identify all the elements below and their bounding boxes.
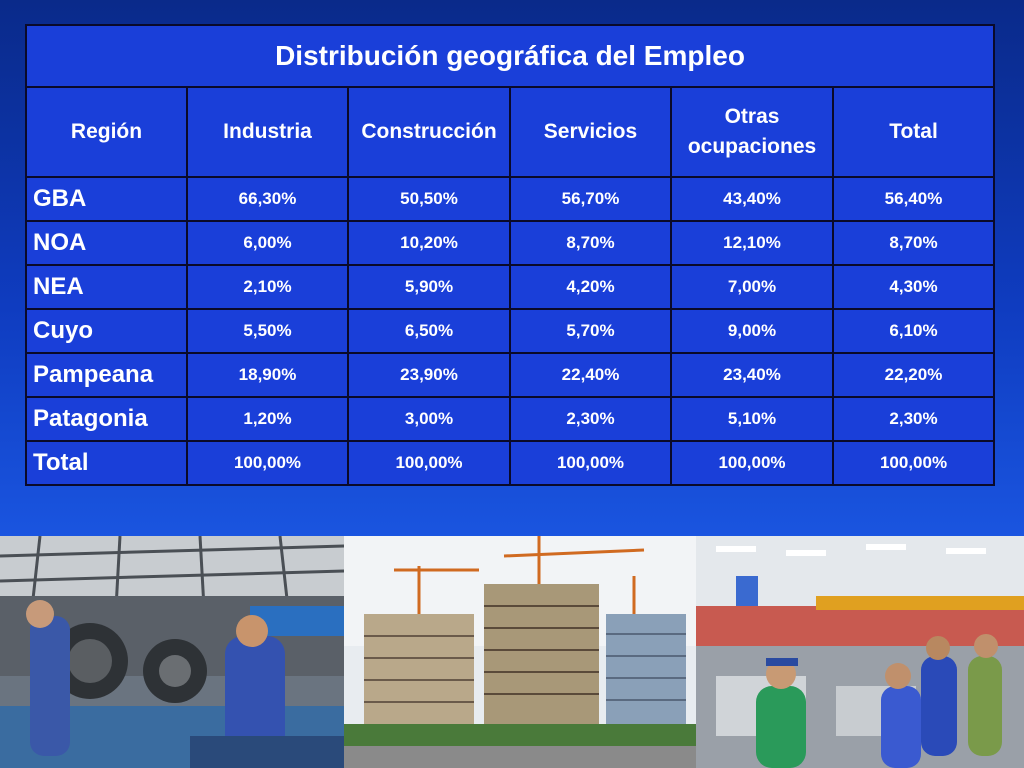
header-servicios: Servicios [509,86,672,178]
value-cell: 4,20% [509,264,672,310]
value-cell: 5,10% [670,396,834,442]
value-cell: 22,40% [509,352,672,398]
employment-table-container: Distribución geográfica del Empleo Regió… [24,24,996,486]
value-cell: 100,00% [670,440,834,486]
table-row: Total 100,00% 100,00% 100,00% 100,00% 100,00% [25,440,996,486]
value-cell: 1,20% [186,396,349,442]
table-body: GBA 66,30% 50,50% 56,70% 43,40% 56,40% NOA 6,00… [25,176,996,486]
table-row: Patagonia 1,20% 3,00% 2,30% 5,10% 2,30% [25,396,996,442]
table-row: NOA 6,00% 10,20% 8,70% 12,10% 8,70% [25,220,996,266]
value-cell: 9,00% [670,308,834,354]
value-cell: 23,40% [670,352,834,398]
value-cell: 22,20% [831,352,996,398]
value-cell: 56,40% [831,176,996,222]
region-cell: Cuyo [25,308,188,354]
header-row: Región Industria Construcción Servicios … [25,86,996,178]
value-cell: 7,00% [670,264,834,310]
header-total: Total [831,86,996,178]
value-cell: 5,90% [347,264,511,310]
value-cell: 2,30% [509,396,672,442]
table-row: GBA 66,30% 50,50% 56,70% 43,40% 56,40% [25,176,996,222]
photo-strip [0,536,1024,768]
value-cell: 2,10% [186,264,349,310]
value-cell: 100,00% [186,440,349,486]
region-cell: NOA [25,220,188,266]
region-cell: Patagonia [25,396,188,442]
value-cell: 3,00% [347,396,511,442]
supermarket-checkout-photo [696,536,1024,768]
factory-workers-photo [0,536,344,768]
value-cell: 43,40% [670,176,834,222]
value-cell: 10,20% [347,220,511,266]
table-row: Cuyo 5,50% 6,50% 5,70% 9,00% 6,10% [25,308,996,354]
value-cell: 56,70% [509,176,672,222]
value-cell: 6,50% [347,308,511,354]
value-cell: 6,00% [186,220,349,266]
value-cell: 4,30% [831,264,996,310]
value-cell: 23,90% [347,352,511,398]
employment-distribution-table: Distribución geográfica del Empleo Regió… [24,24,996,486]
building-construction-photo [344,536,696,768]
table-row: Pampeana 18,90% 23,90% 22,40% 23,40% 22,20% [25,352,996,398]
value-cell: 100,00% [347,440,511,486]
table-title: Distribución geográfica del Empleo [24,24,996,88]
value-cell: 18,90% [186,352,349,398]
region-cell: GBA [25,176,188,222]
value-cell: 100,00% [509,440,672,486]
header-otras-ocupaciones: Otras ocupaciones [670,86,834,178]
region-cell: Total [25,440,188,486]
value-cell: 8,70% [509,220,672,266]
header-construccion: Construcción [347,86,511,178]
table-row: NEA 2,10% 5,90% 4,20% 7,00% 4,30% [25,264,996,310]
value-cell: 12,10% [670,220,834,266]
value-cell: 5,50% [186,308,349,354]
header-otras-ocupaciones-label: Otras ocupaciones [687,105,817,158]
value-cell: 100,00% [831,440,996,486]
value-cell: 50,50% [347,176,511,222]
region-cell: Pampeana [25,352,188,398]
title-row: Distribución geográfica del Empleo [24,24,996,88]
value-cell: 8,70% [831,220,996,266]
header-region: Región [25,86,188,178]
value-cell: 5,70% [509,308,672,354]
value-cell: 2,30% [831,396,996,442]
value-cell: 6,10% [831,308,996,354]
header-industria: Industria [186,86,349,178]
value-cell: 66,30% [186,176,349,222]
region-cell: NEA [25,264,188,310]
